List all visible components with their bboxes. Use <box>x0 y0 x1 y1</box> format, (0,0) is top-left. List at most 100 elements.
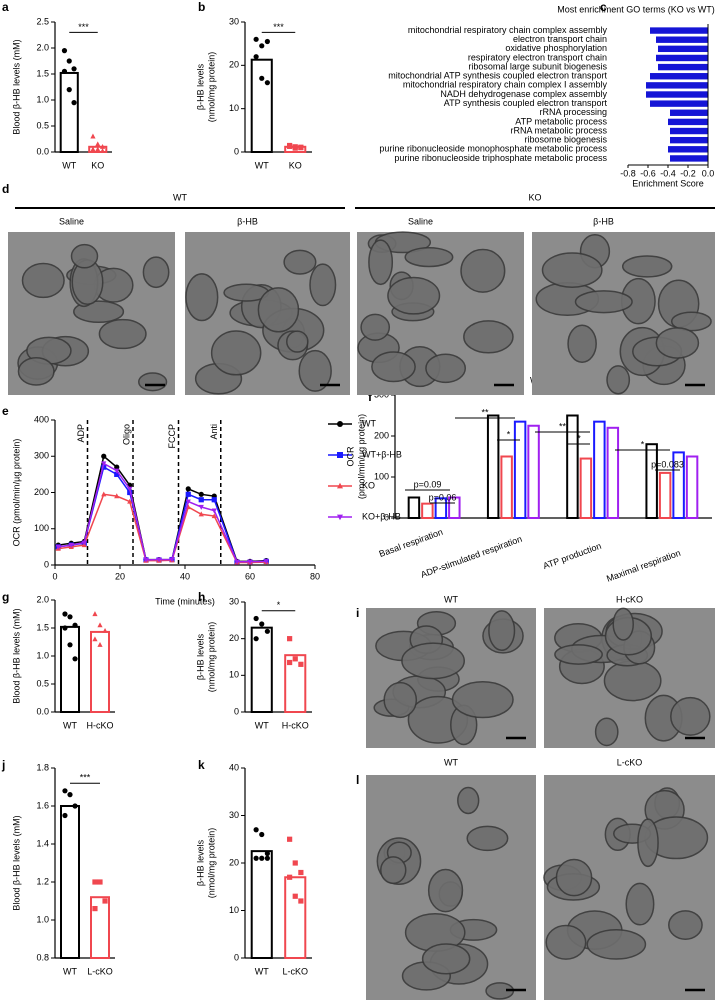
data-point <box>198 491 204 497</box>
significance-label: ** <box>559 421 567 431</box>
y-axis-label: Blood β-HB levels (mM) <box>11 39 21 134</box>
category-label: rRNA processing <box>539 107 607 117</box>
mitochondrion <box>360 313 391 341</box>
mitochondrion <box>185 273 219 322</box>
y-tick-label: 400 <box>34 414 49 424</box>
data-point <box>92 636 98 642</box>
y-tick-label: 30 <box>229 810 239 820</box>
x-tick-label: Basal respiration <box>378 527 444 559</box>
data-point <box>101 464 107 470</box>
x-tick-label: L-cKO <box>282 966 308 976</box>
mitochondrion <box>460 248 506 293</box>
data-point <box>292 860 298 866</box>
data-point <box>198 504 204 510</box>
panel-label: e <box>2 404 9 418</box>
bar <box>593 420 606 519</box>
data-point <box>92 906 98 912</box>
data-point <box>101 453 107 459</box>
mitochondrion <box>425 353 467 384</box>
mitochondrion <box>257 287 300 333</box>
y-tick-label: 0 <box>234 706 239 716</box>
data-point <box>90 133 96 139</box>
mitochondrion <box>401 642 465 680</box>
category-label: mitochondrial respiratory chain complex … <box>408 25 608 35</box>
y-tick-label: 20 <box>229 857 239 867</box>
bar <box>650 73 708 80</box>
x-tick-label: 20 <box>115 571 125 581</box>
y-axis-label: β-HB levels <box>195 839 205 886</box>
mitochondrion <box>309 263 337 307</box>
mitochondrion <box>368 239 394 286</box>
mitochondrion <box>283 249 317 275</box>
mitochondrion <box>451 680 514 719</box>
bar <box>60 805 80 959</box>
mitochondrion <box>298 349 332 392</box>
data-point <box>95 141 101 147</box>
x-tick-label: 0 <box>52 571 57 581</box>
data-point <box>198 511 204 517</box>
legend-label: KO <box>362 480 375 490</box>
data-point <box>264 855 270 861</box>
data-point <box>68 542 74 548</box>
mitochondrion <box>541 252 603 288</box>
x-tick-label: KO <box>91 160 104 170</box>
data-point <box>97 879 103 885</box>
significance-label: p=0.083 <box>651 459 684 469</box>
data-point <box>264 38 270 45</box>
bar <box>284 876 307 959</box>
data-point <box>253 615 259 622</box>
bar <box>672 451 685 519</box>
mitochondrion <box>70 243 99 269</box>
data-point <box>114 493 120 499</box>
data-point <box>99 148 106 154</box>
data-point <box>253 855 259 861</box>
category-label: purine ribonucleoside triphosphate metab… <box>394 153 607 163</box>
mitochondrion <box>210 330 262 376</box>
data-point <box>67 614 73 620</box>
x-tick-label: ATP production <box>542 541 603 571</box>
data-point <box>92 611 98 617</box>
mitochondrion <box>606 365 631 395</box>
data-point <box>287 836 293 842</box>
bar <box>650 100 708 107</box>
data-point <box>101 461 107 467</box>
y-tick-label: 1.2 <box>36 876 49 886</box>
data-point <box>72 622 78 628</box>
category-label: mitochondrial ATP synthesis coupled elec… <box>388 71 607 81</box>
data-point <box>264 628 270 634</box>
data-point <box>198 497 204 503</box>
data-point <box>72 656 78 662</box>
x-tick-label: H-cKO <box>87 720 114 730</box>
mitochondrion <box>286 330 309 353</box>
data-point <box>99 143 106 149</box>
bar <box>250 626 273 714</box>
y-axis-label: (nmol/mg protein) <box>206 828 216 899</box>
bar <box>685 455 699 519</box>
x-tick-label: 60 <box>245 571 255 581</box>
mitochondrion <box>17 357 55 386</box>
x-tick-label: 0.0 <box>702 168 715 178</box>
bar <box>407 496 421 519</box>
series-line <box>58 493 267 564</box>
data-point <box>253 827 259 833</box>
y-tick-label: 1.4 <box>36 838 49 848</box>
data-point <box>298 869 304 876</box>
y-tick-label: 2.5 <box>36 16 49 26</box>
bar <box>566 414 579 519</box>
y-tick-label: 200 <box>374 430 389 440</box>
data-point <box>114 464 120 470</box>
data-point <box>67 642 73 648</box>
mitochondrion <box>668 910 703 940</box>
mitochondrion <box>383 681 418 719</box>
data-point <box>62 625 68 631</box>
data-point <box>72 803 78 809</box>
mitochondrion <box>574 290 633 314</box>
mitochondrion <box>387 276 441 315</box>
y-tick-label: 1.0 <box>36 94 49 104</box>
category-label: mitochondrial respiratory chain complex … <box>403 80 608 90</box>
significance-label: ** <box>481 407 489 417</box>
category-label: purine ribonucleoside monophosphate meta… <box>379 144 607 154</box>
mitochondrion <box>567 324 597 363</box>
x-tick-label: KO <box>289 160 302 170</box>
data-point <box>287 874 293 880</box>
